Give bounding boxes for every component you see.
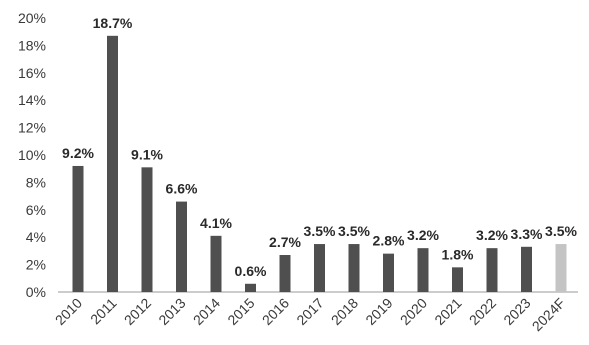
bars bbox=[72, 35, 567, 293]
data-labels: 9.2%18.7%9.1%6.6%4.1%0.6%2.7%3.5% 3.5%2.8… bbox=[62, 15, 577, 279]
x-tick-label-2018: 2018 bbox=[328, 295, 361, 328]
y-tick-label: 14% bbox=[18, 92, 46, 108]
data-label-2017: 3.5% bbox=[304, 223, 336, 239]
x-axis: 2010 2011 2012 2013 2014 2015 2016 2017 2018 2019… bbox=[52, 291, 578, 334]
data-label-2010: 9.2% bbox=[62, 145, 94, 161]
y-tick-label: 2% bbox=[26, 257, 46, 273]
x-tick-label-2016: 2016 bbox=[259, 295, 292, 328]
y-tick-label: 0% bbox=[26, 284, 46, 300]
x-tick-label-2011: 2011 bbox=[87, 295, 120, 328]
y-tick-label: 20% bbox=[18, 10, 46, 26]
bar-2019 bbox=[383, 253, 394, 292]
data-label-2023: 3.3% bbox=[511, 226, 543, 242]
data-label-2019: 2.8% bbox=[373, 233, 405, 249]
bar-2020 bbox=[417, 248, 429, 292]
bar-2017 bbox=[314, 244, 325, 292]
y-tick-label: 8% bbox=[26, 174, 46, 190]
bar-2016 bbox=[279, 255, 291, 292]
bar-2023 bbox=[521, 246, 532, 292]
bar-2024F bbox=[555, 244, 567, 292]
x-tick-label-2014: 2014 bbox=[190, 295, 223, 328]
bar-2021 bbox=[452, 267, 463, 292]
x-tick-label-2012: 2012 bbox=[121, 295, 154, 328]
x-tick-label-2019: 2019 bbox=[362, 295, 395, 328]
y-tick-label: 12% bbox=[18, 120, 46, 136]
y-tick-label: 6% bbox=[26, 202, 46, 218]
bar-2018 bbox=[348, 244, 360, 292]
x-tick-label-2013: 2013 bbox=[155, 295, 188, 328]
data-label-2014: 4.1% bbox=[200, 215, 232, 231]
bar-2022 bbox=[486, 248, 498, 292]
bar-2010 bbox=[72, 165, 84, 292]
data-label-2020: 3.2% bbox=[407, 227, 439, 243]
bar-2013 bbox=[176, 201, 187, 292]
bar-2012 bbox=[141, 167, 153, 292]
data-label-2011: 18.7% bbox=[93, 15, 133, 31]
data-label-2021: 1.8% bbox=[442, 246, 474, 262]
bar-2015 bbox=[245, 283, 256, 292]
x-tick-label-2015: 2015 bbox=[224, 295, 257, 328]
bar-2011 bbox=[107, 35, 118, 293]
data-label-2013: 6.6% bbox=[166, 181, 198, 197]
y-tick-label: 18% bbox=[18, 37, 46, 53]
data-label-2022: 3.2% bbox=[476, 227, 508, 243]
data-label-2024F: 3.5% bbox=[545, 223, 577, 239]
x-tick-label-2010: 2010 bbox=[52, 295, 85, 328]
x-tick-label-2024F: 2024F bbox=[529, 295, 568, 334]
y-tick-label: 16% bbox=[18, 65, 46, 81]
data-label-2012: 9.1% bbox=[131, 146, 163, 162]
x-tick-label-2017: 2017 bbox=[293, 295, 326, 328]
y-tick-label: 4% bbox=[26, 229, 46, 245]
x-tick-label-2022: 2022 bbox=[466, 295, 499, 328]
data-label-2018: 3.5% bbox=[338, 223, 370, 239]
data-label-2016: 2.7% bbox=[269, 234, 301, 250]
data-label-2015: 0.6% bbox=[235, 263, 267, 279]
y-axis: 0% 2% 4% 6% 8% 10% 12% 14% 16% 18% 20% bbox=[18, 10, 46, 300]
x-tick-label-2021: 2021 bbox=[431, 295, 464, 328]
x-tick-label-2020: 2020 bbox=[397, 295, 430, 328]
y-tick-label: 10% bbox=[18, 147, 46, 163]
bar-2014 bbox=[210, 235, 222, 292]
